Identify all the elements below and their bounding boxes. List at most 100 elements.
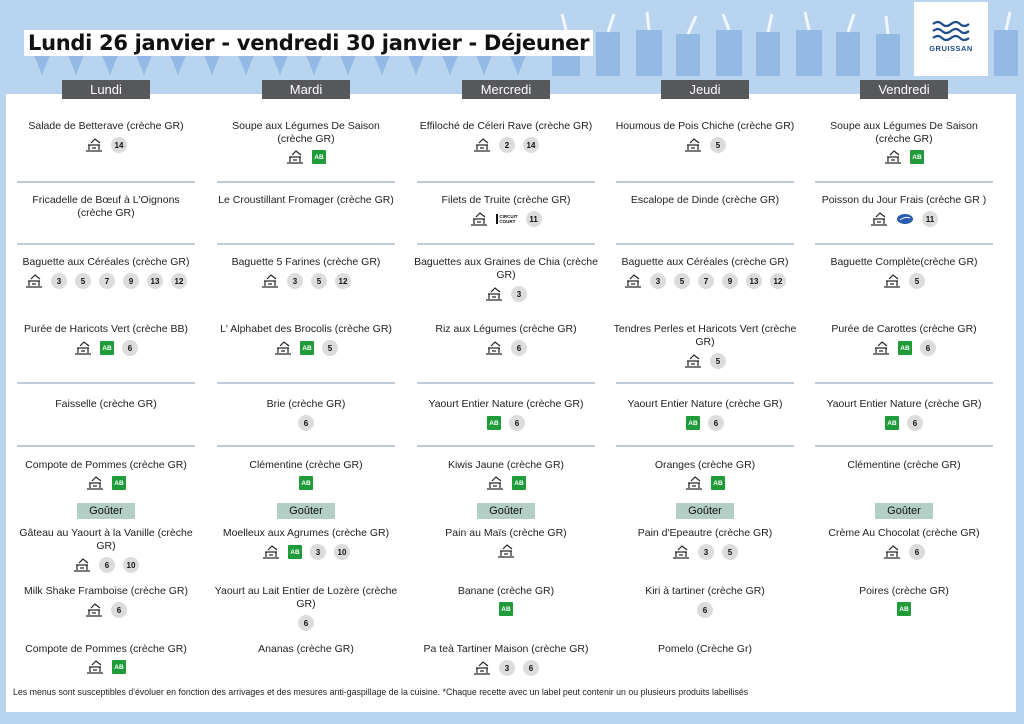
allergen-badge: 3: [499, 660, 515, 676]
allergen-badge: 3: [511, 286, 527, 302]
menu-item: Soupe aux Légumes De Saison (crèche GR) A…: [809, 120, 999, 164]
row-separator: [616, 445, 794, 447]
menu-item-name: Escalope de Dinde (crèche GR): [630, 194, 780, 206]
menu-item-labels: 2 14: [411, 137, 601, 153]
fait-maison-icon: [498, 544, 514, 558]
organic-ab-icon: AB: [100, 341, 114, 355]
gruissan-logo: GRUISSAN · · · · · ·: [914, 2, 988, 76]
fait-maison-icon: [287, 150, 303, 164]
fait-maison-icon: [262, 274, 278, 288]
allergen-badge: 10: [123, 557, 139, 573]
menu-item: Baguette aux Céréales (crèche GR) 3 5 7 9 13 1…: [610, 256, 800, 289]
menu-item: Yaourt au Lait Entier de Lozère (crèche …: [211, 585, 401, 631]
menu-item-labels: 5: [610, 137, 800, 153]
fait-maison-icon: [86, 603, 102, 617]
day-column-mardi: Mardi Goûter Soupe aux Légumes De Saison (…: [211, 0, 401, 655]
menu-item: Pain d'Epeautre (crèche GR) 3 5: [610, 527, 800, 560]
menu-item-name: Oranges (crèche GR): [654, 459, 756, 471]
row-separator: [217, 243, 395, 245]
menu-item-name: Kiri à tartiner (crèche GR): [645, 585, 765, 597]
menu-item-labels: AB: [11, 476, 201, 490]
row-separator: [616, 382, 794, 384]
menu-item-labels: 3 5 12: [211, 273, 401, 289]
menu-item: Riz aux Légumes (crèche GR) 6: [411, 323, 601, 356]
gouter-label: Goûter: [77, 503, 135, 519]
menu-item: Poisson du Jour Frais (crèche GR ) 11: [809, 194, 999, 227]
menu-item-name: Tendres Perles et Haricots Vert (crèche …: [613, 323, 797, 348]
menu-item-labels: 6: [411, 340, 601, 356]
row-separator: [217, 181, 395, 183]
organic-ab-icon: AB: [299, 476, 313, 490]
menu-item: Le Croustillant Fromager (crèche GR): [211, 194, 401, 207]
menu-item: Milk Shake Framboise (crèche GR) 6: [11, 585, 201, 618]
gouter-label: Goûter: [875, 503, 933, 519]
allergen-badge: 6: [907, 415, 923, 431]
fait-maison-icon: [873, 341, 889, 355]
menu-item: Baguette Complète(crèche GR) 5: [809, 256, 999, 289]
menu-item-name: Soupe aux Légumes De Saison (crèche GR): [232, 120, 380, 145]
menu-item: Compote de Pommes (crèche GR) AB: [11, 643, 201, 674]
menu-item-labels: 3: [411, 286, 601, 302]
gouter-label: Goûter: [676, 503, 734, 519]
menu-item-name: Fricadelle de Bœuf à L'Oignons (crèche G…: [32, 194, 180, 219]
fait-maison-icon: [275, 341, 291, 355]
day-column-mercredi: Mercredi Goûter Effiloché de Céleri Rave (…: [411, 0, 601, 676]
menu-item-labels: 14: [11, 137, 201, 153]
menu-item-name: Moelleux aux Agrumes (crèche GR): [222, 527, 390, 539]
fait-maison-icon: [685, 138, 701, 152]
organic-ab-icon: AB: [312, 150, 326, 164]
allergen-badge: 5: [710, 353, 726, 369]
gouter-label: Goûter: [477, 503, 535, 519]
allergen-badge: 11: [922, 211, 938, 227]
menu-item: Pa͏ ͏teà Tartiner Maison (crèche GR) 3 6: [411, 643, 601, 676]
menu-item-name: Baguettes aux Graines de Chia (crèche GR…: [414, 256, 598, 281]
menu-item: Effiloché de Céleri Rave (crèche GR) 2 14: [411, 120, 601, 153]
allergen-badge: 6: [511, 340, 527, 356]
allergen-badge: 6: [111, 602, 127, 618]
menu-item: Kiwis Jaune (crèche GR) AB: [411, 459, 601, 490]
menu-item-name: Yaourt Entier Nature (crèche GR): [428, 398, 584, 410]
footer-note: Les menus sont susceptibles d'évoluer en…: [13, 687, 749, 697]
menu-item-labels: AB 6: [11, 340, 201, 356]
menu-item: Pain au Maïs (crèche GR): [411, 527, 601, 558]
organic-ab-icon: AB: [300, 341, 314, 355]
allergen-badge: 12: [171, 273, 187, 289]
fait-maison-icon: [486, 287, 502, 301]
menu-item: Gâteau au Yaourt à la Vanille (crèche GR…: [11, 527, 201, 573]
row-separator: [417, 243, 595, 245]
fait-maison-icon: [474, 661, 490, 675]
logo-brand: GRUISSAN: [929, 43, 973, 53]
menu-item: Crème Au Chocolat (crèche GR) 6: [809, 527, 999, 560]
allergen-badge: 5: [909, 273, 925, 289]
row-separator: [815, 445, 993, 447]
menu-item-name: Baguette aux Céréales (crèche GR): [621, 256, 789, 268]
menu-item: Yaourt Entier Nature (crèche GR) AB 6: [809, 398, 999, 431]
menu-item-name: Baguette aux Céréales (crèche GR): [22, 256, 190, 268]
menu-item: Houmous de Pois Chiche (crèche GR) 5: [610, 120, 800, 153]
menu-item-labels: AB 6: [809, 340, 999, 356]
allergen-badge: 3: [287, 273, 303, 289]
menu-item: Faisselle (crèche GR): [11, 398, 201, 411]
menu-item-name: Pomelo (Crèche Gr): [658, 643, 752, 655]
day-header: Mercredi: [462, 80, 550, 99]
fait-maison-icon: [673, 545, 689, 559]
menu-item-labels: AB: [411, 476, 601, 490]
menu-item: L' Alphabet des Brocolis (crèche GR) AB 5: [211, 323, 401, 356]
menu-item: Yaourt Entier Nature (crèche GR) AB 6: [610, 398, 800, 431]
row-separator: [815, 181, 993, 183]
row-separator: [616, 243, 794, 245]
menu-item-name: Le Croustillant Fromager (crèche GR): [218, 194, 394, 206]
menu-item: Fricadelle de Bœuf à L'Oignons (crèche G…: [11, 194, 201, 220]
menu-item-name: Salade de Betterave (crèche GR): [28, 120, 184, 132]
allergen-badge: 13: [147, 273, 163, 289]
menu-item-name: Effiloché de Céleri Rave (crèche GR): [419, 120, 593, 132]
allergen-badge: 12: [770, 273, 786, 289]
menu-item-labels: AB: [211, 476, 401, 490]
menu-item-labels: 6 10: [11, 557, 201, 573]
allergen-badge: 2: [499, 137, 515, 153]
menu-item-labels: AB: [610, 476, 800, 490]
menu-item: Kiri à tartiner (crèche GR) 6: [610, 585, 800, 618]
menu-item-name: Compote de Pommes (crèche GR): [25, 459, 187, 471]
menu-item-labels: 3 5 7 9 13 12: [610, 273, 800, 289]
